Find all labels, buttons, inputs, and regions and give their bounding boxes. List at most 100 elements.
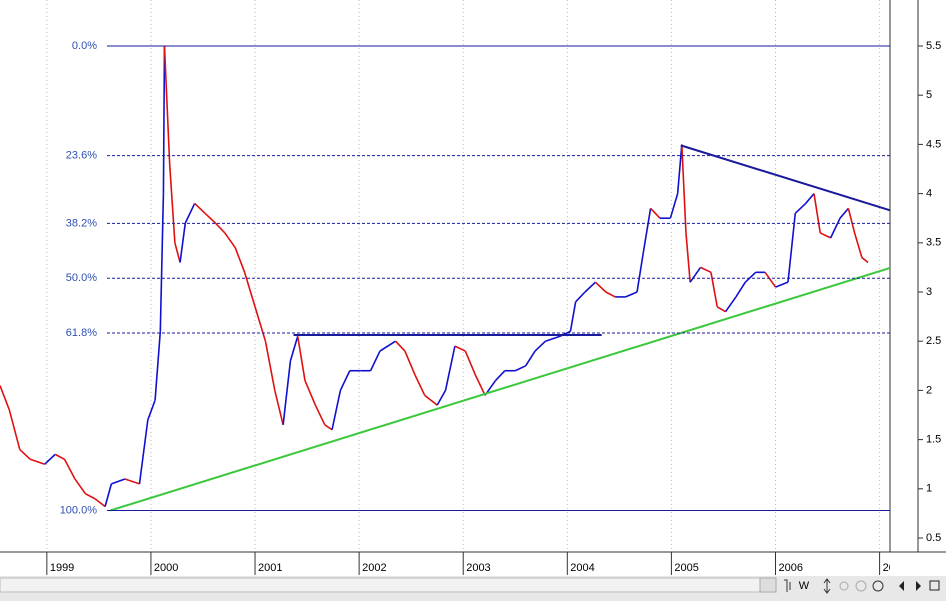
price-segment bbox=[794, 202, 807, 214]
fib-label: 61.8% bbox=[66, 327, 97, 339]
price-segment bbox=[829, 217, 841, 239]
icon-window[interactable] bbox=[929, 580, 940, 591]
price-segment bbox=[404, 350, 417, 376]
price-segment bbox=[534, 340, 546, 352]
x-tick-label: 2002 bbox=[362, 562, 386, 574]
price-segment bbox=[847, 208, 856, 234]
price-segment bbox=[159, 193, 165, 332]
price-segment bbox=[204, 212, 217, 224]
price-segment bbox=[111, 478, 126, 485]
x-tick-label: 2000 bbox=[154, 562, 178, 574]
price-segment bbox=[669, 193, 679, 219]
price-segment bbox=[605, 291, 616, 298]
y-tick-label: 3 bbox=[926, 286, 932, 298]
x-tick-label: 2004 bbox=[570, 562, 594, 574]
price-segment bbox=[194, 202, 206, 214]
price-segment bbox=[174, 242, 181, 263]
price-segment bbox=[689, 266, 702, 283]
price-segment bbox=[224, 232, 236, 249]
price-segment bbox=[424, 394, 438, 406]
plot-area: 1999 2000 2001 2002 2003 2004 2005 2006 20 bbox=[0, 0, 890, 575]
price-segment bbox=[681, 144, 687, 233]
price-segment bbox=[8, 409, 21, 450]
y-tick-label: 4.5 bbox=[926, 138, 941, 150]
price-segment bbox=[0, 385, 11, 411]
icon-right[interactable] bbox=[916, 581, 921, 591]
icon-zoom-in[interactable] bbox=[872, 580, 884, 592]
price-segment bbox=[861, 256, 869, 264]
toolbar-label[interactable]: W bbox=[799, 580, 810, 592]
price-segment bbox=[454, 345, 466, 352]
price-segment bbox=[839, 207, 849, 219]
fib-label: 23.6% bbox=[66, 150, 97, 162]
price-segment bbox=[584, 281, 596, 293]
price-segment bbox=[524, 350, 536, 367]
price-segment bbox=[282, 360, 292, 425]
price-segment bbox=[168, 164, 176, 243]
price-segment bbox=[184, 203, 196, 224]
price-segment bbox=[84, 493, 96, 500]
price-segment bbox=[775, 281, 789, 288]
price-segment bbox=[594, 281, 607, 293]
y-tick-label: 5.5 bbox=[926, 40, 941, 52]
price-segment bbox=[813, 193, 822, 234]
price-segment bbox=[636, 252, 645, 293]
price-segment bbox=[444, 345, 456, 391]
icon-scale[interactable] bbox=[823, 578, 831, 594]
price-segment bbox=[379, 340, 396, 352]
price-segment bbox=[138, 419, 149, 484]
y-tick-label: 2.5 bbox=[926, 335, 941, 347]
fib-label: 50.0% bbox=[66, 272, 97, 284]
price-segment bbox=[147, 399, 156, 421]
x-tick-label: 1999 bbox=[50, 562, 74, 574]
scroll-track[interactable] bbox=[0, 577, 761, 593]
y-tick-label: 0.5 bbox=[926, 532, 941, 544]
price-segment bbox=[63, 458, 76, 480]
price-segment bbox=[243, 272, 256, 307]
price-segment bbox=[787, 213, 797, 283]
price-segment bbox=[819, 232, 832, 239]
price-segment bbox=[676, 144, 683, 194]
icon-refresh[interactable] bbox=[784, 579, 791, 592]
price-segment bbox=[274, 390, 284, 426]
y-tick-label: 1.5 bbox=[926, 434, 941, 446]
price-segment bbox=[154, 331, 162, 401]
price-segment bbox=[162, 45, 166, 194]
price-segment bbox=[650, 207, 661, 219]
price-segment bbox=[394, 340, 406, 352]
price-segment bbox=[104, 483, 113, 507]
price-segment bbox=[494, 370, 506, 382]
x-tick-label: 2001 bbox=[258, 562, 282, 574]
y-tick-label: 2 bbox=[926, 384, 932, 396]
x-tick-label: 2006 bbox=[778, 562, 802, 574]
price-segment bbox=[289, 336, 299, 362]
y-tick-label: 4 bbox=[926, 188, 932, 200]
price-segment bbox=[54, 453, 65, 460]
price-segment bbox=[314, 404, 326, 426]
price-segment bbox=[716, 306, 726, 313]
fib-label: 0.0% bbox=[72, 40, 97, 52]
price-segment bbox=[29, 458, 46, 465]
price-segment bbox=[474, 375, 486, 396]
price-segment bbox=[94, 498, 106, 508]
price-segment bbox=[744, 271, 757, 283]
icon-zoom-out[interactable] bbox=[855, 580, 867, 592]
price-segment bbox=[163, 45, 171, 165]
scroll-button[interactable] bbox=[759, 577, 777, 593]
price-segment bbox=[124, 478, 140, 485]
trend-line bbox=[110, 267, 890, 512]
price-segment bbox=[19, 448, 31, 460]
icon-left[interactable] bbox=[899, 581, 904, 591]
price-segment bbox=[514, 365, 527, 372]
price-segment bbox=[324, 424, 333, 431]
price-segment bbox=[179, 223, 187, 263]
price-segment bbox=[264, 341, 276, 391]
price-segment bbox=[254, 306, 267, 342]
price-segment bbox=[575, 291, 586, 303]
price-segment bbox=[339, 370, 351, 391]
price-segment bbox=[331, 390, 342, 430]
price-segment bbox=[700, 266, 712, 274]
price-segment bbox=[625, 291, 638, 298]
icon-cross[interactable] bbox=[839, 581, 849, 591]
fib-label: 100.0% bbox=[60, 504, 98, 516]
